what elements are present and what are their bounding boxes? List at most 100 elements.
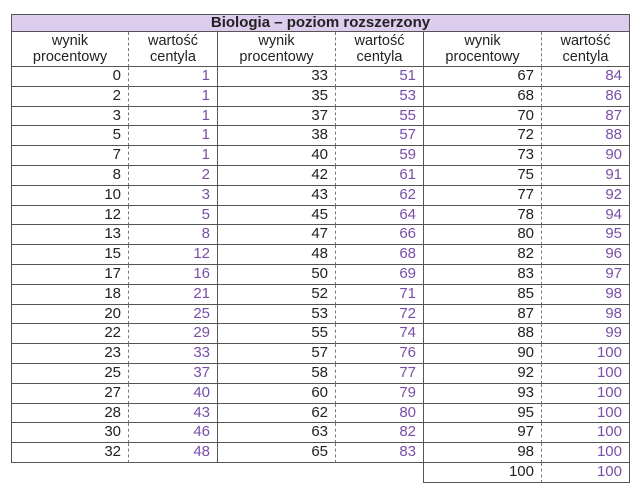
score-cell: 15 — [11, 245, 129, 265]
score-cell: 17 — [11, 265, 129, 285]
score-cell: 100 — [423, 463, 542, 483]
header-score: wynik procentowy — [217, 32, 336, 67]
header-centile: wartość centyla — [129, 32, 217, 67]
header-centile: wartość centyla — [542, 32, 630, 67]
centile-cell: 82 — [336, 423, 423, 444]
score-cell: 75 — [423, 166, 542, 186]
centile-cell: 16 — [129, 265, 217, 285]
score-cell: 80 — [423, 225, 542, 246]
centile-cell: 100 — [542, 443, 630, 463]
centile-cell: 79 — [336, 384, 423, 404]
centile-cell: 68 — [336, 245, 423, 265]
centile-cell: 64 — [336, 206, 423, 226]
score-cell: 98 — [423, 443, 542, 463]
centile-cell: 40 — [129, 384, 217, 404]
header-score: wynik procentowy — [423, 32, 542, 67]
score-cell: 23 — [11, 344, 129, 364]
score-cell: 53 — [217, 304, 336, 325]
score-cell: 2 — [11, 86, 129, 107]
score-cell: 63 — [217, 423, 336, 444]
score-cell: 25 — [11, 364, 129, 384]
score-cell: 28 — [11, 403, 129, 424]
centile-cell: 61 — [336, 166, 423, 186]
centile-cell: 48 — [129, 443, 217, 463]
table-title: Biologia – poziom rozszerzony — [11, 14, 630, 32]
score-cell: 52 — [217, 284, 336, 305]
centile-cell: 83 — [336, 443, 423, 463]
centile-cell: 53 — [336, 87, 423, 107]
score-cell: 47 — [217, 225, 336, 246]
score-cell: 62 — [217, 403, 336, 424]
centile-cell: 80 — [336, 404, 423, 424]
centile-cell: 87 — [542, 106, 630, 127]
score-cell: 32 — [11, 443, 129, 463]
centile-cell: 25 — [129, 305, 217, 325]
centile-cell: 86 — [542, 86, 630, 107]
centile-cell: 3 — [129, 186, 217, 206]
score-cell: 42 — [217, 166, 336, 186]
score-cell: 70 — [423, 106, 542, 127]
score-cell: 55 — [217, 324, 336, 345]
score-cell: 5 — [11, 126, 129, 147]
header-centile: wartość centyla — [336, 32, 423, 67]
centile-cell: 100 — [542, 463, 630, 483]
score-cell: 90 — [423, 344, 542, 364]
score-cell: 30 — [11, 423, 129, 444]
score-cell: 68 — [423, 86, 542, 107]
score-cell: 67 — [423, 67, 542, 87]
centile-cell: 8 — [129, 225, 217, 246]
centile-cell: 92 — [542, 185, 630, 206]
score-cell: 38 — [217, 126, 336, 147]
centile-cell: 2 — [129, 166, 217, 186]
centile-cell: 29 — [129, 324, 217, 345]
centile-cell: 43 — [129, 404, 217, 424]
centile-cell: 37 — [129, 364, 217, 384]
centile-cell: 71 — [336, 285, 423, 305]
score-cell: 10 — [11, 185, 129, 206]
score-cell: 93 — [423, 383, 542, 404]
score-cell: 33 — [217, 67, 336, 87]
score-cell: 37 — [217, 106, 336, 127]
score-cell: 85 — [423, 284, 542, 305]
score-cell: 83 — [423, 265, 542, 285]
score-cell: 78 — [423, 205, 542, 226]
centile-cell: 90 — [542, 146, 630, 166]
score-cell: 8 — [11, 166, 129, 186]
centile-cell: 100 — [542, 403, 630, 424]
centile-cell: 12 — [129, 245, 217, 265]
centile-cell: 33 — [129, 344, 217, 364]
centile-cell: 57 — [336, 126, 423, 147]
centile-cell: 97 — [542, 265, 630, 285]
centile-cell: 100 — [542, 383, 630, 404]
centile-cell: 55 — [336, 107, 423, 127]
centile-cell: 21 — [129, 285, 217, 305]
score-cell: 95 — [423, 403, 542, 424]
score-cell: 72 — [423, 126, 542, 147]
score-cell: 73 — [423, 146, 542, 166]
score-cell: 43 — [217, 185, 336, 206]
score-cell: 50 — [217, 265, 336, 285]
centile-cell: 62 — [336, 186, 423, 206]
score-cell: 77 — [423, 185, 542, 206]
score-cell: 3 — [11, 106, 129, 127]
score-cell: 7 — [11, 146, 129, 166]
centile-cell: 1 — [129, 67, 217, 87]
score-cell: 27 — [11, 383, 129, 404]
centile-cell: 88 — [542, 126, 630, 147]
score-cell: 45 — [217, 205, 336, 226]
centile-cell: 1 — [129, 146, 217, 166]
centile-cell: 66 — [336, 225, 423, 246]
centile-cell: 96 — [542, 245, 630, 265]
centile-cell: 100 — [542, 423, 630, 444]
centile-cell: 100 — [542, 364, 630, 384]
centile-cell: 5 — [129, 206, 217, 226]
score-cell: 48 — [217, 245, 336, 265]
score-cell: 22 — [11, 324, 129, 345]
centile-cell: 98 — [542, 284, 630, 305]
centile-cell: 1 — [129, 126, 217, 147]
score-cell: 97 — [423, 423, 542, 444]
centile-cell: 84 — [542, 67, 630, 87]
score-cell: 60 — [217, 383, 336, 404]
score-cell: 65 — [217, 443, 336, 463]
centile-cell: 76 — [336, 344, 423, 364]
